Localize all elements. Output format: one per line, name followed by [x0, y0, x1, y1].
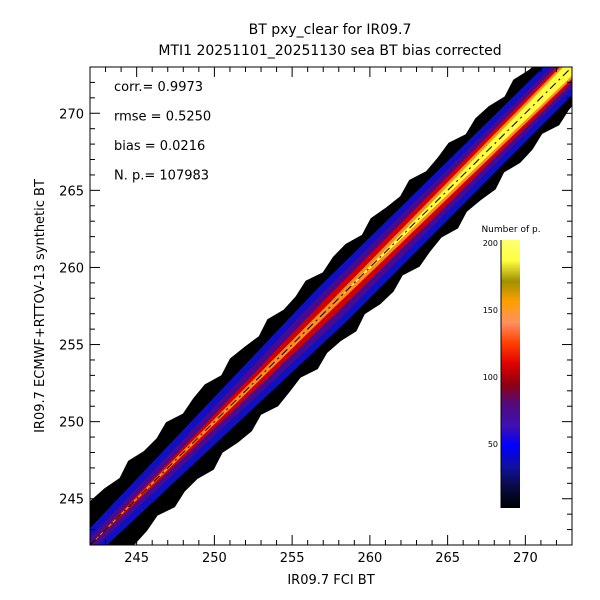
x-tick-label: 265 — [435, 551, 460, 566]
colorbar-tick-label: 50 — [488, 440, 498, 449]
x-tick-label: 260 — [357, 551, 382, 566]
x-axis-label: IR09.7 FCI BT — [287, 573, 374, 588]
chart-subtitle: MTI1 20251101_20251130 sea BT bias corre… — [158, 43, 501, 59]
x-tick-label: 255 — [280, 551, 305, 566]
stat-label: bias = 0.0216 — [114, 139, 205, 154]
colorbar: Number of p. 50 100 150 200 — [481, 225, 541, 508]
stat-label: N. p.= 107983 — [114, 169, 209, 184]
stats-box: corr.= 0.9973 rmse = 0.5250 bias = 0.0216 N… — [114, 80, 211, 184]
colorbar-title: Number of p. — [481, 225, 540, 235]
stat-label: corr.= 0.9973 — [114, 80, 203, 95]
y-tick-label: 260 — [59, 261, 84, 276]
one-to-one-line — [90, 67, 572, 545]
y-axis-label: IR09.7 ECMWF+RTTOV-13 synthetic BT — [33, 179, 48, 433]
x-tick-label: 245 — [124, 551, 149, 566]
plot-frame — [89, 66, 573, 546]
colorbar-tick-label: 150 — [483, 306, 498, 315]
colorbar-gradient — [501, 240, 520, 508]
x-tick-label: 270 — [513, 551, 538, 566]
colorbar-tick-label: 200 — [483, 239, 498, 248]
stat-label: rmse = 0.5250 — [114, 110, 211, 125]
colorbar-tick-label: 100 — [483, 373, 498, 382]
chart-title: BT pxy_clear for IR09.7 — [249, 22, 412, 38]
y-tick-label: 245 — [59, 493, 84, 508]
y-tick-label: 255 — [59, 339, 84, 354]
y-tick-label: 265 — [59, 184, 84, 199]
axes: 245 250 255 260 265 270 245 250 255 260 265 270 — [59, 66, 573, 566]
reference-line — [90, 67, 572, 545]
y-tick-label: 250 — [59, 416, 84, 431]
y-tick-label: 270 — [59, 107, 84, 122]
x-tick-label: 250 — [202, 551, 227, 566]
